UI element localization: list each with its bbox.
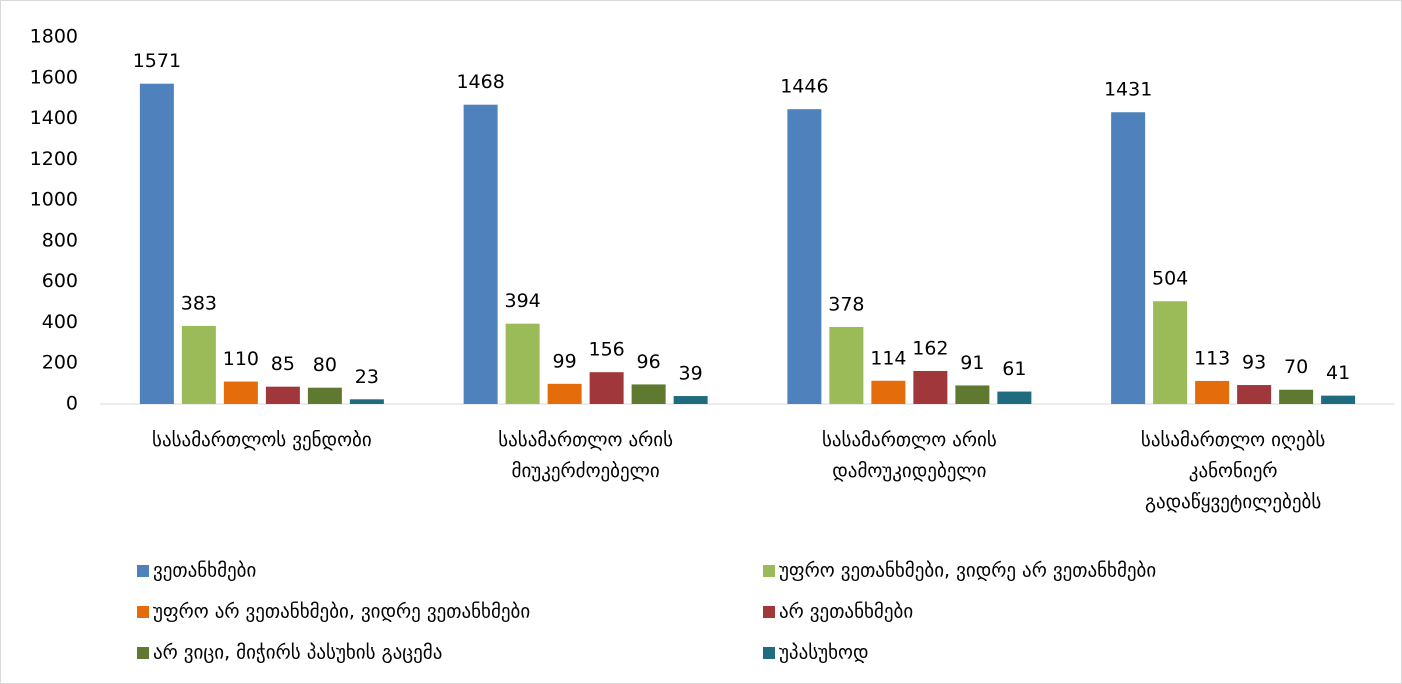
- bar: [673, 396, 708, 404]
- bar: [1111, 112, 1146, 405]
- legend-swatch: [763, 606, 775, 618]
- bar: [547, 383, 582, 404]
- data-label: 96: [637, 351, 661, 373]
- legend-label: უფრო არ ვეთანხმები, ვიდრე ვეთანხმები: [153, 601, 530, 623]
- data-label: 41: [1326, 362, 1350, 384]
- data-label: 61: [1002, 358, 1026, 380]
- data-label: 378: [828, 293, 864, 315]
- legend-swatch: [763, 647, 775, 659]
- legend-swatch: [137, 647, 149, 659]
- legend-label: არ ვეთანხმები: [779, 601, 913, 623]
- bar: [589, 372, 624, 404]
- legend-swatch: [763, 565, 775, 577]
- bar: [307, 387, 342, 404]
- bar: [997, 391, 1032, 404]
- bar: [463, 104, 498, 405]
- y-tick-label: 0: [66, 393, 78, 415]
- y-tick-label: 1000: [30, 189, 78, 211]
- bar: [1195, 380, 1230, 404]
- y-tick-label: 200: [42, 352, 78, 374]
- y-tick-label: 1600: [30, 66, 78, 88]
- x-tick-label: სასამართლო არის მიუკერძოებელი: [498, 429, 673, 482]
- data-label: 1468: [456, 71, 504, 93]
- x-tick-label-line: სასამართლოს ვენდობი: [152, 429, 372, 451]
- data-label: 85: [271, 353, 295, 375]
- data-label: 113: [1194, 347, 1230, 369]
- data-label: 39: [679, 363, 703, 385]
- bar: [1237, 385, 1272, 404]
- data-label: 1571: [133, 50, 181, 72]
- data-label: 1431: [1104, 79, 1152, 101]
- data-label: 394: [504, 290, 540, 312]
- legend-label: არ ვიცი, მიჭირს პასუხის გაცემა: [153, 642, 442, 664]
- x-tick-label: სასამართლო არის დამოუკიდებელი: [822, 429, 997, 482]
- x-tick-label-line: სასამართლო არის: [822, 429, 997, 451]
- data-label: 110: [223, 348, 259, 370]
- data-label: 504: [1152, 268, 1188, 290]
- x-tick-label: სასამართლო იღებს კანონიერ გადაწყვეტილებებს: [1141, 429, 1325, 513]
- legend-label: ვეთანხმები: [153, 560, 256, 582]
- data-label: 91: [960, 352, 984, 374]
- bar: [349, 399, 384, 404]
- y-tick-label: 1200: [30, 148, 78, 170]
- y-tick-label: 400: [42, 311, 78, 333]
- legend-swatch: [137, 565, 149, 577]
- bar: [181, 325, 216, 404]
- bar: [913, 370, 948, 404]
- bar: [505, 323, 540, 404]
- data-label: 383: [181, 292, 217, 314]
- bar: [631, 384, 666, 404]
- bar: [223, 381, 258, 404]
- bar: [955, 385, 990, 404]
- bar: [1279, 389, 1314, 404]
- x-tick-label-line: კანონიერ: [1189, 460, 1278, 482]
- bar: [1321, 395, 1356, 404]
- legend-swatch: [137, 606, 149, 618]
- data-label: 114: [870, 347, 906, 369]
- y-tick-label: 800: [42, 229, 78, 251]
- data-label: 70: [1284, 356, 1308, 378]
- data-label: 23: [355, 366, 379, 388]
- y-tick-label: 1800: [30, 26, 78, 48]
- legend-label: უფრო ვეთანხმები, ვიდრე არ ვეთანხმები: [779, 560, 1156, 582]
- bar: [829, 326, 864, 404]
- x-tick-label-line: გადაწყვეტილებებს: [1145, 491, 1321, 513]
- y-tick-label: 600: [42, 270, 78, 292]
- x-tick-label: სასამართლოს ვენდობი: [152, 429, 372, 451]
- bar: [787, 109, 822, 404]
- data-label: 156: [588, 339, 624, 361]
- data-label: 1446: [780, 76, 828, 98]
- data-label: 93: [1242, 352, 1266, 374]
- data-label: 99: [553, 350, 577, 372]
- x-tick-label-line: სასამართლო არის: [498, 429, 673, 451]
- data-label: 80: [313, 354, 337, 376]
- bar: [265, 386, 300, 404]
- bar: [139, 83, 174, 404]
- bar: [1153, 301, 1188, 404]
- y-tick-label: 1400: [30, 107, 78, 129]
- x-tick-label-line: სასამართლო იღებს: [1141, 429, 1325, 451]
- x-tick-label-line: მიუკერძოებელი: [512, 460, 660, 482]
- x-tick-label-line: დამოუკიდებელი: [832, 460, 986, 482]
- data-label: 162: [912, 337, 948, 359]
- bar: [871, 380, 906, 404]
- legend-label: უპასუხოდ: [779, 642, 868, 664]
